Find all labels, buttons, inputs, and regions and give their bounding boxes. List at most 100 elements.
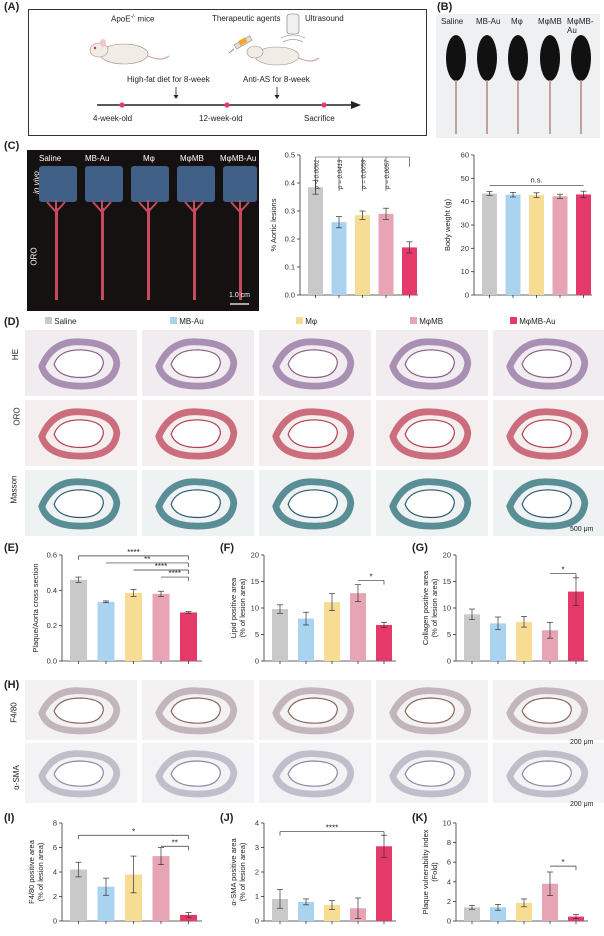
y-tick-label: 0 [255, 917, 259, 926]
bar-MB-Au [298, 618, 314, 661]
y-tick-label: 15 [251, 577, 259, 586]
y-tick-label: 0 [53, 917, 57, 926]
legend-mphimbau: MφMB-Au [510, 317, 556, 326]
y-tick-label: 0.4 [47, 586, 57, 595]
chart-collagen-area: 0 5 10 15 20 Collagen positive area(% of lesi… [421, 551, 588, 666]
histology-image [259, 470, 371, 536]
bar-MB-Au [490, 623, 506, 661]
panel-label-h: (H) [4, 679, 20, 691]
mouse-label-mphi: Mφ [511, 17, 523, 26]
histology-image [376, 400, 488, 466]
histology-image [259, 680, 371, 740]
row-label-masson: Masson [9, 475, 19, 504]
antias-label: Anti-AS for 8-week [243, 75, 310, 84]
histology-image [142, 330, 254, 396]
histology-image [376, 743, 488, 803]
bar-MφMB-Au [180, 914, 197, 921]
row-label-he: HE [11, 348, 21, 361]
mouse-label-mbau: MB-Au [476, 17, 501, 26]
y-tick-label: 3 [255, 843, 259, 852]
y-tick-label: 4 [447, 877, 451, 886]
sig-stars: ** [172, 838, 178, 847]
chart-aortic-lesions: 0.0 0.1 0.2 0.3 0.4 0.5 % Aortic lesions p < 0.… [269, 151, 418, 300]
bar-Mφ [125, 592, 142, 661]
histology-image [376, 330, 488, 396]
bar-MφMB-Au [376, 846, 392, 921]
row-label-oro-d: ORO [12, 407, 22, 426]
sig-stars: ** [144, 555, 150, 564]
bar-MφMB [552, 196, 568, 295]
histology-image [376, 680, 488, 740]
p-value-label: p = 0.0059 [361, 159, 368, 190]
bar-MB-Au [490, 907, 506, 921]
bar-Saline [272, 609, 288, 661]
histology-image [493, 400, 604, 466]
sig-stars: **** [326, 824, 338, 833]
bar-MB-Au [331, 222, 347, 295]
histology-image [25, 743, 137, 803]
y-tick-label: 10 [461, 267, 469, 276]
y-axis-label: Body weight (g) [443, 198, 452, 251]
histology-image [142, 400, 254, 466]
bar-MφMB-Au [576, 194, 591, 295]
panel-label-d: (D) [4, 316, 20, 328]
histology-image [25, 470, 137, 536]
mouse-illustration [89, 39, 170, 65]
y-tick-label: 8 [53, 819, 57, 828]
legend-mphi: Mφ [296, 317, 317, 326]
bar-MφMB-Au [568, 591, 584, 661]
y-tick-label: 10 [251, 604, 259, 613]
y-tick-label: 20 [461, 244, 469, 253]
panel-a-frame: ApoE-/- mice Therapeutic agents Ultrasou… [28, 9, 427, 136]
bar-Saline [70, 869, 87, 921]
bar-MB-Au [97, 601, 115, 661]
aorta-label-mphimbau: MφMB-Au [220, 154, 257, 163]
bar-Saline [464, 907, 480, 921]
panel-label-g: (G) [412, 542, 428, 554]
chart-body-weight: 0 10 20 30 40 50 60 Body weight (g) n.s. [443, 151, 592, 300]
y-tick-label: 0.0 [47, 657, 57, 666]
row-label-asma: α-SMA [11, 765, 21, 790]
panel-label-e: (E) [4, 542, 19, 554]
p-value-label: p = 0.0057 [384, 159, 391, 190]
y-axis-label: Plaque vulnerability index(Fold) [421, 829, 439, 914]
y-tick-label: 1 [255, 892, 259, 901]
bar-Mφ [324, 905, 340, 921]
bar-Mφ [516, 621, 532, 661]
ns-label: n.s. [530, 175, 542, 184]
bar-Mφ [324, 602, 340, 661]
histology-image [142, 743, 254, 803]
bar-Saline [482, 193, 497, 295]
y-tick-label: 0.0 [285, 291, 295, 300]
y-tick-label: 2 [447, 897, 451, 906]
scale-bar-c: 1.0 cm [229, 292, 251, 299]
chart-vulnerability-index: 0 2 4 6 8 10 Plaque vulnerability index(Fold) * [421, 819, 588, 926]
y-axis-label: Lipid positive area(% of lesion area) [229, 577, 247, 638]
bar-MB-Au [505, 194, 521, 295]
hfd-label: High-fat diet for 8-week [127, 75, 210, 84]
panel-d-legend: Saline MB-Au Mφ MφMB MφMB-Au [40, 317, 600, 329]
y-tick-label: 20 [443, 551, 451, 560]
row-label-f480: F4/80 [9, 702, 19, 723]
y-tick-label: 5 [255, 630, 259, 639]
histology-image [259, 330, 371, 396]
y-axis-label: Collagen positive area(% of lesion area) [421, 570, 439, 645]
bar-MφMB-Au [180, 612, 197, 661]
histology-grid-h [25, 680, 604, 810]
histology-image [25, 680, 137, 740]
mouse-label-saline: Saline [441, 17, 464, 26]
panel-a-schematic [89, 13, 361, 109]
scale-bar-h1: 200 μm [570, 739, 594, 746]
y-tick-label: 15 [443, 577, 451, 586]
y-tick-label: 0 [447, 657, 451, 666]
bar-MB-Au [298, 901, 314, 921]
panel-b-mice-photo: Saline MB-Au Mφ MφMB MφMB-Au [436, 14, 600, 138]
sig-stars: **** [127, 548, 139, 557]
panel-label-c: (C) [4, 140, 20, 152]
bar-Mφ [516, 902, 532, 921]
y-tick-label: 0.2 [47, 621, 57, 630]
legend-mphimb: MφMB [410, 317, 443, 326]
chart-lipid-area: 0 5 10 15 20 Lipid positive area(% of lesion … [229, 551, 396, 666]
histology-image [259, 743, 371, 803]
aorta-label-mphimb: MφMB [180, 154, 204, 163]
